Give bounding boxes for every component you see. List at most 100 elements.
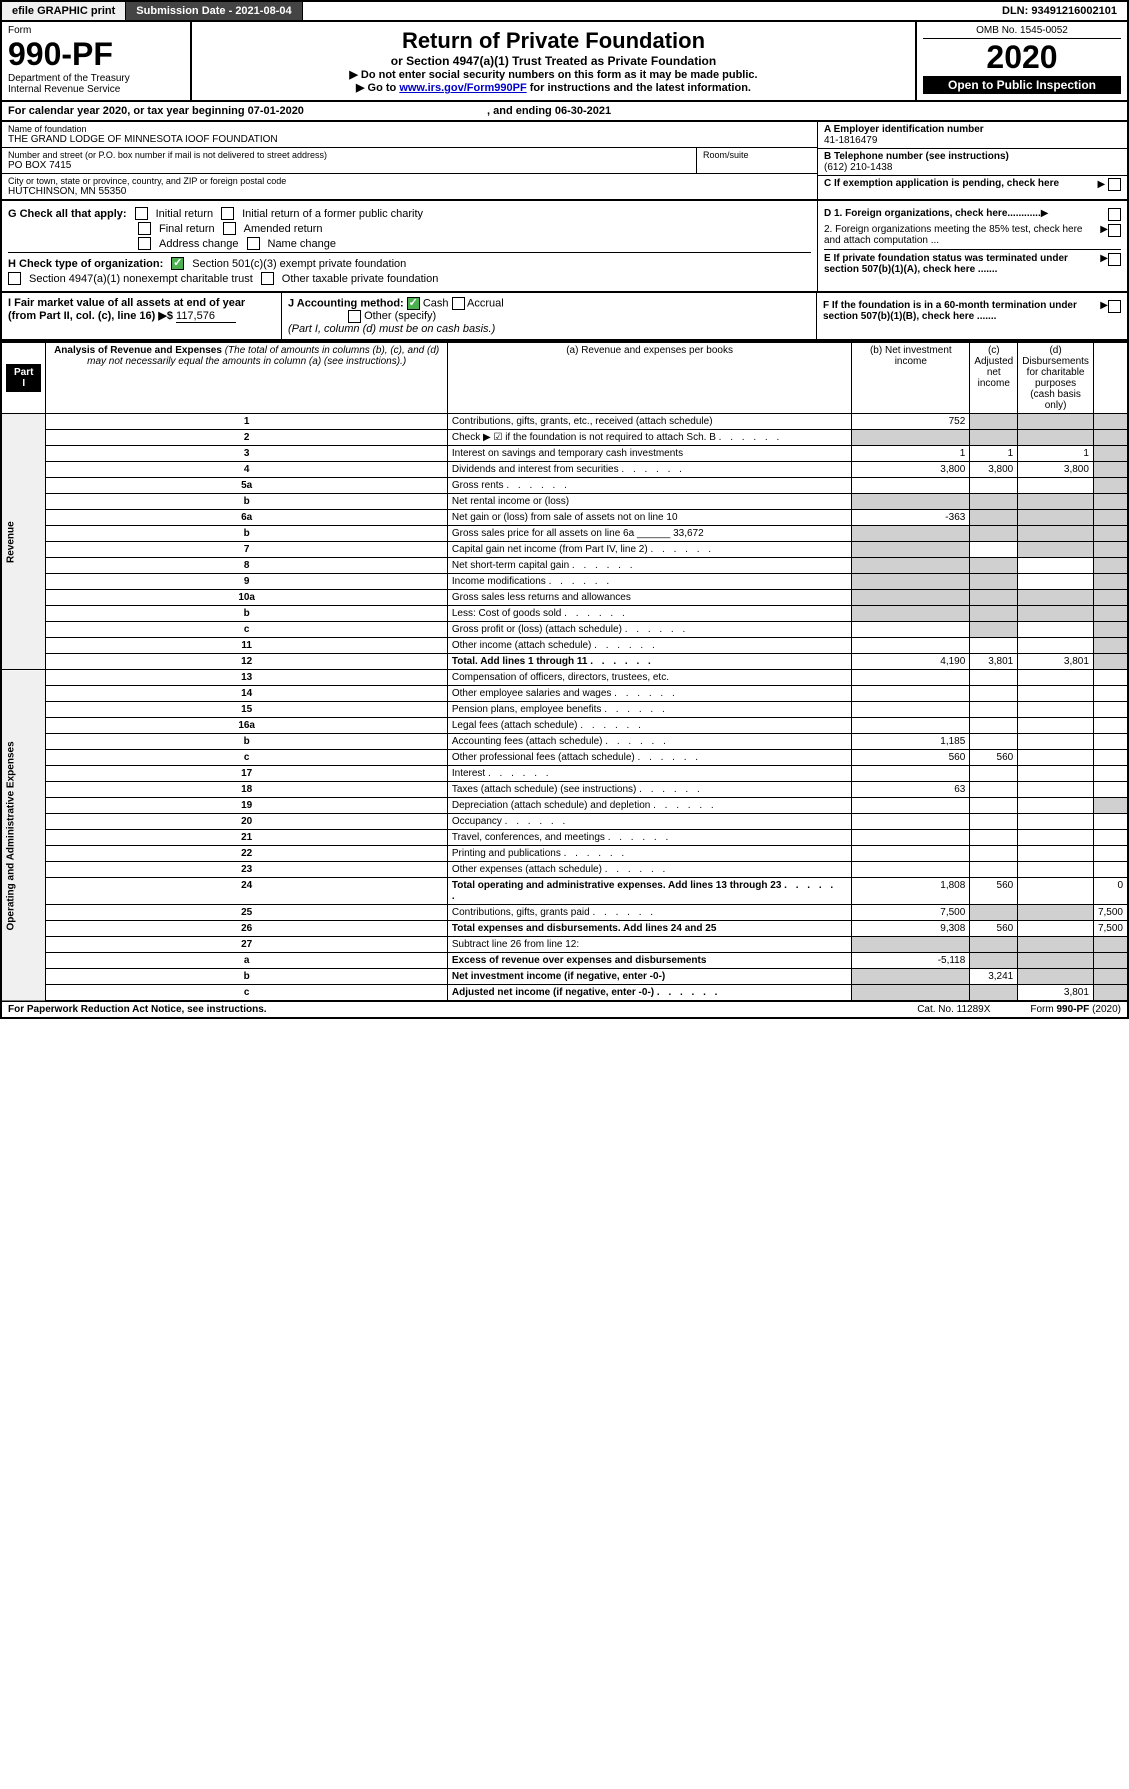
col-b-value <box>970 494 1018 510</box>
col-b-value <box>970 798 1018 814</box>
table-row: bNet rental income or (loss) <box>1 494 1128 510</box>
table-row: 27Subtract line 26 from line 12: <box>1 937 1128 953</box>
col-c-value <box>1018 510 1094 526</box>
table-row: cAdjusted net income (if negative, enter… <box>1 985 1128 1002</box>
dln-label: DLN: 93491216002101 <box>992 2 1127 20</box>
c-checkbox[interactable] <box>1108 178 1121 191</box>
row-number: 13 <box>46 670 447 686</box>
spacer <box>303 2 992 20</box>
table-row: 4Dividends and interest from securities … <box>1 462 1128 478</box>
row-description: Net short-term capital gain . . . . . . <box>447 558 851 574</box>
col-c-value <box>1018 590 1094 606</box>
table-row: 24Total operating and administrative exp… <box>1 878 1128 905</box>
row-number: 18 <box>46 782 447 798</box>
f-checkbox[interactable] <box>1108 300 1121 313</box>
row-description: Compensation of officers, directors, tru… <box>447 670 851 686</box>
col-d-value <box>1093 606 1128 622</box>
amended-return-checkbox[interactable] <box>223 222 236 235</box>
col-c-value: 3,801 <box>1018 654 1094 670</box>
col-a-value: 63 <box>852 782 970 798</box>
row-description: Accounting fees (attach schedule) . . . … <box>447 734 851 750</box>
row-number: 23 <box>46 862 447 878</box>
row-number: c <box>46 985 447 1002</box>
col-c-value <box>1018 638 1094 654</box>
col-c-value <box>1018 878 1094 905</box>
row-description: Net rental income or (loss) <box>447 494 851 510</box>
final-return-checkbox[interactable] <box>138 222 151 235</box>
col-a-value: 1,185 <box>852 734 970 750</box>
irs-link[interactable]: www.irs.gov/Form990PF <box>399 82 526 94</box>
col-b-value <box>970 782 1018 798</box>
row-number: 25 <box>46 905 447 921</box>
col-d-header: (d) Disbursements for charitable purpose… <box>1018 342 1094 414</box>
col-b-value: 3,241 <box>970 969 1018 985</box>
e-checkbox[interactable] <box>1108 253 1121 266</box>
col-d-value <box>1093 985 1128 1002</box>
col-b-value <box>970 937 1018 953</box>
row-description: Other professional fees (attach schedule… <box>447 750 851 766</box>
col-a-value <box>852 590 970 606</box>
table-row: 22Printing and publications . . . . . . <box>1 846 1128 862</box>
col-b-value <box>970 702 1018 718</box>
section-j: J Accounting method: Cash Accrual Other … <box>282 293 817 339</box>
d2-checkbox[interactable] <box>1108 224 1121 237</box>
row-description: Other expenses (attach schedule) . . . .… <box>447 862 851 878</box>
row-number: 24 <box>46 878 447 905</box>
footer-mid: Cat. No. 11289X <box>917 1004 990 1015</box>
col-a-value: 3,800 <box>852 462 970 478</box>
col-b-value <box>970 830 1018 846</box>
other-taxable-checkbox[interactable] <box>261 272 274 285</box>
expenses-side-label: Operating and Administrative Expenses <box>1 670 46 1002</box>
row-number: 15 <box>46 702 447 718</box>
col-b-value <box>970 590 1018 606</box>
other-method-checkbox[interactable] <box>348 310 361 323</box>
row-number: c <box>46 750 447 766</box>
col-d-value <box>1093 750 1128 766</box>
col-d-value <box>1093 782 1128 798</box>
row-description: Printing and publications . . . . . . <box>447 846 851 862</box>
header-right: OMB No. 1545-0052 2020 Open to Public In… <box>917 22 1127 100</box>
table-row: 16aLegal fees (attach schedule) . . . . … <box>1 718 1128 734</box>
col-b-value <box>970 430 1018 446</box>
col-d-value <box>1093 686 1128 702</box>
submission-button[interactable]: Submission Date - 2021-08-04 <box>126 2 302 20</box>
row-description: Taxes (attach schedule) (see instruction… <box>447 782 851 798</box>
row-number: 5a <box>46 478 447 494</box>
col-d-value <box>1093 862 1128 878</box>
col-c-value <box>1018 718 1094 734</box>
row-description: Total expenses and disbursements. Add li… <box>447 921 851 937</box>
row-description: Check ▶ ☑ if the foundation is not requi… <box>447 430 851 446</box>
section-f: F If the foundation is in a 60-month ter… <box>817 293 1127 339</box>
col-c-value <box>1018 414 1094 430</box>
address-change-checkbox[interactable] <box>138 237 151 250</box>
col-d-value <box>1093 766 1128 782</box>
col-a-value: -5,118 <box>852 953 970 969</box>
col-b-value <box>970 734 1018 750</box>
col-a-value: 1 <box>852 446 970 462</box>
col-d-value <box>1093 846 1128 862</box>
accrual-checkbox[interactable] <box>452 297 465 310</box>
4947-checkbox[interactable] <box>8 272 21 285</box>
col-b-header: (b) Net investment income <box>852 342 970 414</box>
col-c-value <box>1018 953 1094 969</box>
col-b-value <box>970 953 1018 969</box>
col-d-value <box>1093 654 1128 670</box>
dept-label: Department of the Treasury <box>8 73 184 84</box>
col-d-value <box>1093 718 1128 734</box>
tax-year: 2020 <box>923 39 1121 76</box>
name-change-checkbox[interactable] <box>247 237 260 250</box>
col-b-value: 560 <box>970 878 1018 905</box>
cash-checkbox[interactable] <box>407 297 420 310</box>
col-c-value <box>1018 478 1094 494</box>
col-a-value <box>852 702 970 718</box>
row-description: Occupancy . . . . . . <box>447 814 851 830</box>
row-number: 2 <box>46 430 447 446</box>
501c3-checkbox[interactable] <box>171 257 184 270</box>
initial-return-checkbox[interactable] <box>135 207 148 220</box>
d1-checkbox[interactable] <box>1108 208 1121 221</box>
initial-return-former-checkbox[interactable] <box>221 207 234 220</box>
efile-button[interactable]: efile GRAPHIC print <box>2 2 126 20</box>
col-a-header: (a) Revenue and expenses per books <box>447 342 851 414</box>
col-b-value <box>970 622 1018 638</box>
col-d-value <box>1093 590 1128 606</box>
